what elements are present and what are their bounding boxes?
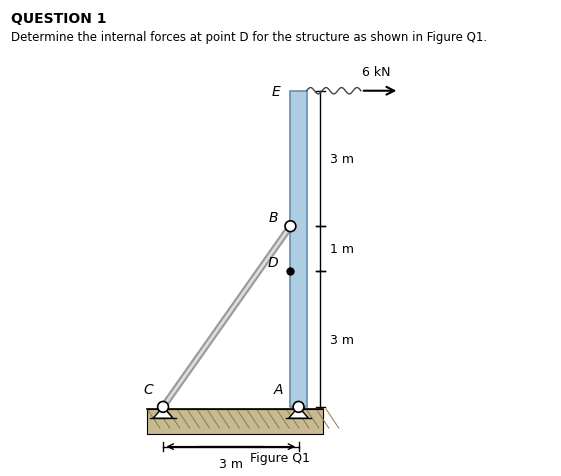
Circle shape bbox=[158, 402, 168, 412]
Polygon shape bbox=[153, 407, 173, 418]
Text: B: B bbox=[268, 210, 278, 225]
Text: 1 m: 1 m bbox=[330, 243, 354, 256]
Polygon shape bbox=[291, 91, 307, 407]
Text: Determine the internal forces at point D for the structure as shown in Figure Q1: Determine the internal forces at point D… bbox=[11, 31, 488, 44]
Text: 3 m: 3 m bbox=[219, 456, 243, 469]
Text: C: C bbox=[144, 382, 153, 396]
Text: 3 m: 3 m bbox=[330, 153, 354, 166]
Text: 6 kN: 6 kN bbox=[362, 66, 391, 79]
Polygon shape bbox=[288, 407, 309, 418]
Circle shape bbox=[293, 402, 304, 412]
Text: A: A bbox=[274, 382, 284, 396]
Text: Figure Q1: Figure Q1 bbox=[251, 451, 310, 464]
Circle shape bbox=[285, 221, 296, 232]
Text: 3 m: 3 m bbox=[330, 333, 354, 346]
Text: QUESTION 1: QUESTION 1 bbox=[11, 12, 107, 26]
Text: E: E bbox=[272, 85, 280, 99]
Text: D: D bbox=[267, 256, 278, 269]
Polygon shape bbox=[148, 409, 323, 434]
